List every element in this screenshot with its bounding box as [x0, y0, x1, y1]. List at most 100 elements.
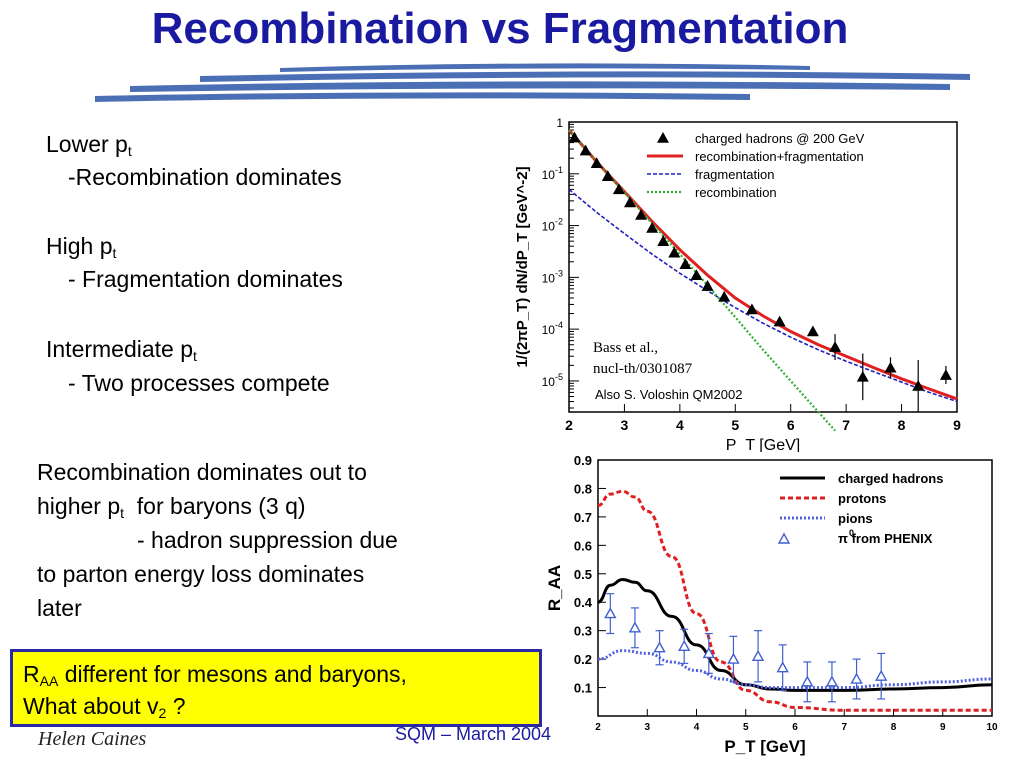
- data-point-triangle: [646, 221, 659, 233]
- slide-title: Recombination vs Fragmentation: [151, 4, 849, 53]
- data-point-triangle: [612, 183, 625, 195]
- highlight-text: What about v: [23, 693, 159, 719]
- citation-also: Also S. Voloshin QM2002: [595, 387, 742, 402]
- y-tick-label: 10-2: [542, 217, 563, 234]
- spectrum-chart: 2 3 4 5 6 7 8 9 1 10-1 10-2 10-3 10-4 10-5 P_T [GeV] 1/…: [514, 116, 961, 452]
- bullet-detail: - Two processes compete: [68, 370, 330, 396]
- bullet-high-pt: High pt: [46, 231, 116, 261]
- legend-label: protons: [838, 491, 886, 506]
- x-tick-label: 6: [792, 722, 798, 733]
- footer-author: Helen Caines: [38, 728, 147, 750]
- data-point-triangle: [690, 269, 703, 281]
- bullet-lead: Intermediate p: [46, 336, 194, 362]
- y-tick-label: 0.9: [574, 453, 592, 468]
- data-point-triangle: [601, 170, 614, 181]
- series-line: [568, 188, 958, 403]
- legend-label: charged hadrons: [838, 471, 943, 486]
- y-tick-label: 0.2: [574, 652, 592, 667]
- x-tick-label: 9: [953, 417, 961, 433]
- data-point-triangle: [701, 280, 714, 291]
- y-tick-label: 0.6: [574, 538, 592, 553]
- x-tick-label: 6: [787, 417, 795, 433]
- bullet-sub: t: [112, 245, 117, 261]
- x-tick-label: 2: [595, 722, 601, 733]
- data-point-triangle: [751, 649, 765, 661]
- bullet-lead: High p: [46, 233, 113, 259]
- legend-superscript: 0: [849, 528, 854, 538]
- citation-text: Bass et al.,: [593, 340, 658, 356]
- legend-marker-triangle: [657, 132, 669, 143]
- bullet-lead: Lower p: [46, 131, 128, 157]
- data-point-triangle: [939, 369, 952, 380]
- data-point-triangle: [568, 131, 581, 143]
- data-point-triangle: [727, 652, 740, 664]
- bullet-sub: t: [127, 143, 132, 159]
- data-point-triangle: [874, 669, 888, 681]
- highlight-sub: AA: [39, 673, 59, 689]
- highlight-sub: 2: [158, 705, 167, 721]
- data-point-triangle: [702, 646, 716, 659]
- x-axis-label: P_T [GeV]: [726, 437, 800, 452]
- y-axis-label: R_AA: [545, 565, 564, 611]
- bullet-sub: t: [193, 348, 197, 364]
- legend-label: pions: [838, 511, 873, 526]
- y-tick-label: 1: [556, 116, 563, 130]
- data-point-triangle: [773, 315, 786, 327]
- y-tick-label: 10-1: [542, 165, 563, 182]
- legend-label: fragmentation: [695, 167, 775, 182]
- y-tick-label: 0.1: [574, 681, 592, 696]
- legend-label: recombination: [695, 185, 777, 200]
- x-tick-label: 3: [621, 417, 629, 433]
- x-tick-label: 10: [986, 722, 998, 733]
- summary-line: Recombination dominates out to: [37, 459, 367, 485]
- x-tick-label: 8: [898, 417, 906, 433]
- data-point-triangle: [776, 661, 789, 673]
- series-line: [597, 649, 993, 690]
- x-tick-label: 9: [940, 722, 946, 733]
- data-point-triangle: [829, 341, 842, 352]
- legend-label: recombination+fragmentation: [695, 149, 864, 164]
- data-point-triangle: [806, 325, 819, 337]
- data-point-triangle: [884, 361, 897, 373]
- highlight-line: RAA different for mesons and baryons,: [23, 658, 529, 690]
- x-tick-label: 5: [731, 417, 739, 433]
- data-point-triangle: [745, 303, 758, 315]
- data-point-triangle: [657, 235, 670, 246]
- data-point-triangle: [677, 639, 691, 652]
- summary-text: higher p: [37, 493, 121, 519]
- data-point-triangle: [679, 258, 692, 269]
- x-tick-label: 2: [565, 417, 573, 433]
- legend-marker-triangle: [777, 532, 791, 544]
- swoosh-stroke-3: [130, 81, 950, 92]
- data-point-triangle: [628, 621, 642, 633]
- x-tick-label: 7: [842, 417, 850, 433]
- legend-label: π from PHENIX: [838, 531, 933, 546]
- summary-line: to parton energy loss dominates: [37, 561, 365, 587]
- series-line: [597, 577, 993, 692]
- bullet-lower-pt: Lower pt: [46, 129, 132, 159]
- swoosh-stroke-1: [280, 63, 810, 72]
- x-tick-label: 8: [891, 722, 897, 733]
- y-tick-label: 0.8: [574, 481, 592, 496]
- y-tick-label: 10-5: [542, 372, 563, 389]
- data-point-triangle: [718, 290, 731, 302]
- data-point-triangle: [653, 641, 666, 653]
- data-point-triangle: [912, 379, 925, 391]
- x-tick-label: 3: [644, 722, 650, 733]
- series-line: [597, 489, 992, 712]
- y-tick-label: 0.4: [574, 595, 593, 610]
- highlight-text: different for mesons and baryons,: [58, 661, 407, 687]
- y-tick-label: 0.5: [574, 567, 592, 582]
- highlight-text: R: [23, 661, 40, 687]
- data-point-triangle: [801, 675, 814, 687]
- x-tick-label: 7: [841, 722, 847, 733]
- highlight-text: ?: [166, 693, 186, 719]
- swoosh-stroke-2: [200, 71, 970, 82]
- x-axis-label: P_T [GeV]: [724, 737, 805, 756]
- x-tick-label: 4: [694, 722, 700, 733]
- highlight-box: RAA different for mesons and baryons, Wh…: [10, 649, 542, 727]
- data-point-triangle: [623, 196, 636, 208]
- x-tick-label: 4: [676, 417, 684, 433]
- summary-line: higher pt for baryons (3 q): [37, 489, 487, 523]
- swoosh-stroke-4: [95, 92, 750, 102]
